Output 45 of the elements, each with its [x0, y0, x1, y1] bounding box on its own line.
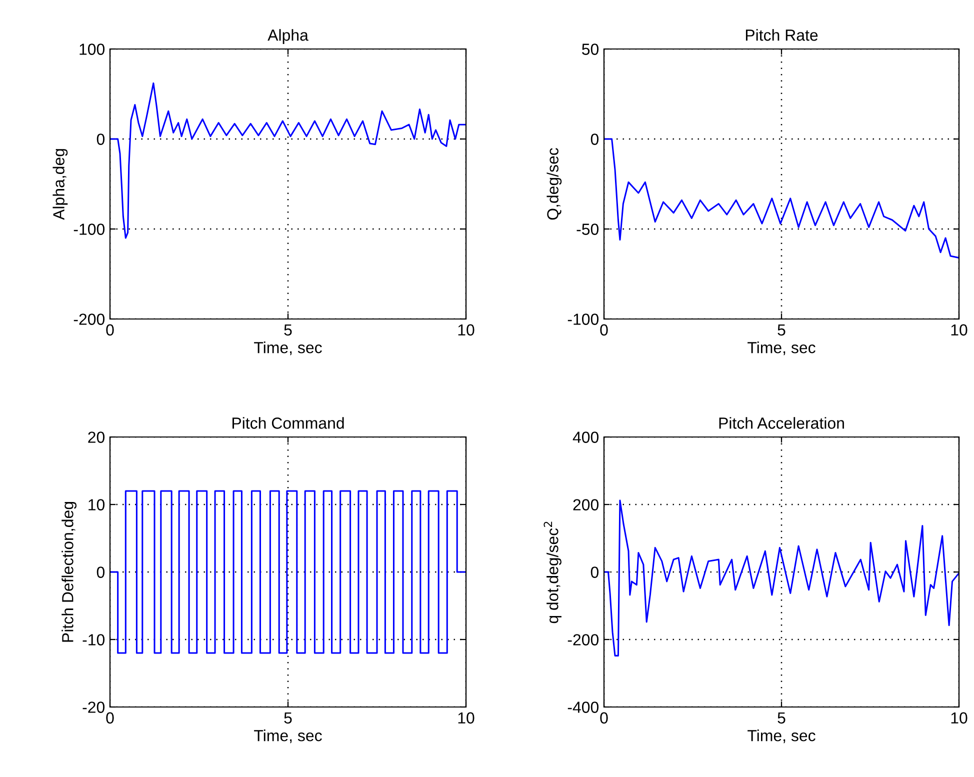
y-tick-label: -400	[568, 702, 599, 713]
y-tick-label: 400	[572, 432, 599, 443]
y-axis-title: Q,deg/sec	[546, 148, 562, 220]
line-series	[604, 138, 959, 259]
y-tick-label: 50	[582, 44, 599, 55]
y-tick-label: -20	[82, 702, 105, 713]
y-tick-label: -200	[74, 314, 105, 325]
y-tick-label: 10	[88, 499, 105, 510]
x-tick-label: 10	[951, 324, 968, 336]
chart-title: Alpha	[268, 29, 308, 44]
y-tick-label: 0	[590, 134, 599, 145]
y-tick-label: 200	[573, 499, 599, 510]
x-tick-label: 10	[458, 712, 474, 724]
x-tick-label: 5	[778, 324, 786, 336]
x-tick-label: 0	[600, 324, 608, 336]
x-tick-label: 10	[951, 712, 968, 724]
y-tick-label: -200	[568, 634, 599, 646]
y-tick-label: 0	[590, 566, 599, 578]
y-axis-title: q dot,deg/sec$^{2}$	[544, 522, 562, 624]
line-series	[604, 500, 959, 656]
chart-title: Pitch Acceleration	[719, 417, 844, 429]
chart-title: Pitch Command	[232, 417, 344, 429]
x-tick-label: 0	[600, 712, 608, 724]
x-tick-label: 0	[106, 324, 114, 336]
x-axis-title: Time, sec	[748, 342, 816, 356]
chart-title: Pitch Rate	[746, 29, 818, 41]
x-tick-label: 5	[778, 712, 786, 724]
y-axis-title: Pitch Deflection,deg	[62, 502, 76, 642]
y-axis-title: Alpha,deg	[52, 149, 68, 220]
x-tick-label: 0	[106, 712, 114, 724]
y-tick-label: -100	[74, 224, 105, 235]
x-axis-title: Time, sec	[254, 730, 322, 744]
y-tick-label: -100	[568, 314, 599, 325]
y-tick-label: 100	[80, 44, 105, 55]
y-tick-label: 0	[96, 566, 105, 578]
y-tick-label: 0	[96, 134, 105, 145]
y-tick-label: 20	[88, 432, 105, 443]
y-tick-label: -10	[82, 634, 105, 646]
x-tick-label: 10	[458, 324, 474, 336]
line-series	[110, 82, 466, 239]
y-tick-label: -50	[576, 224, 599, 235]
x-axis-title: Time, sec	[254, 342, 322, 356]
x-tick-label: 5	[284, 712, 292, 724]
x-tick-label: 5	[284, 324, 292, 336]
x-axis-title: Time, sec	[748, 730, 816, 744]
